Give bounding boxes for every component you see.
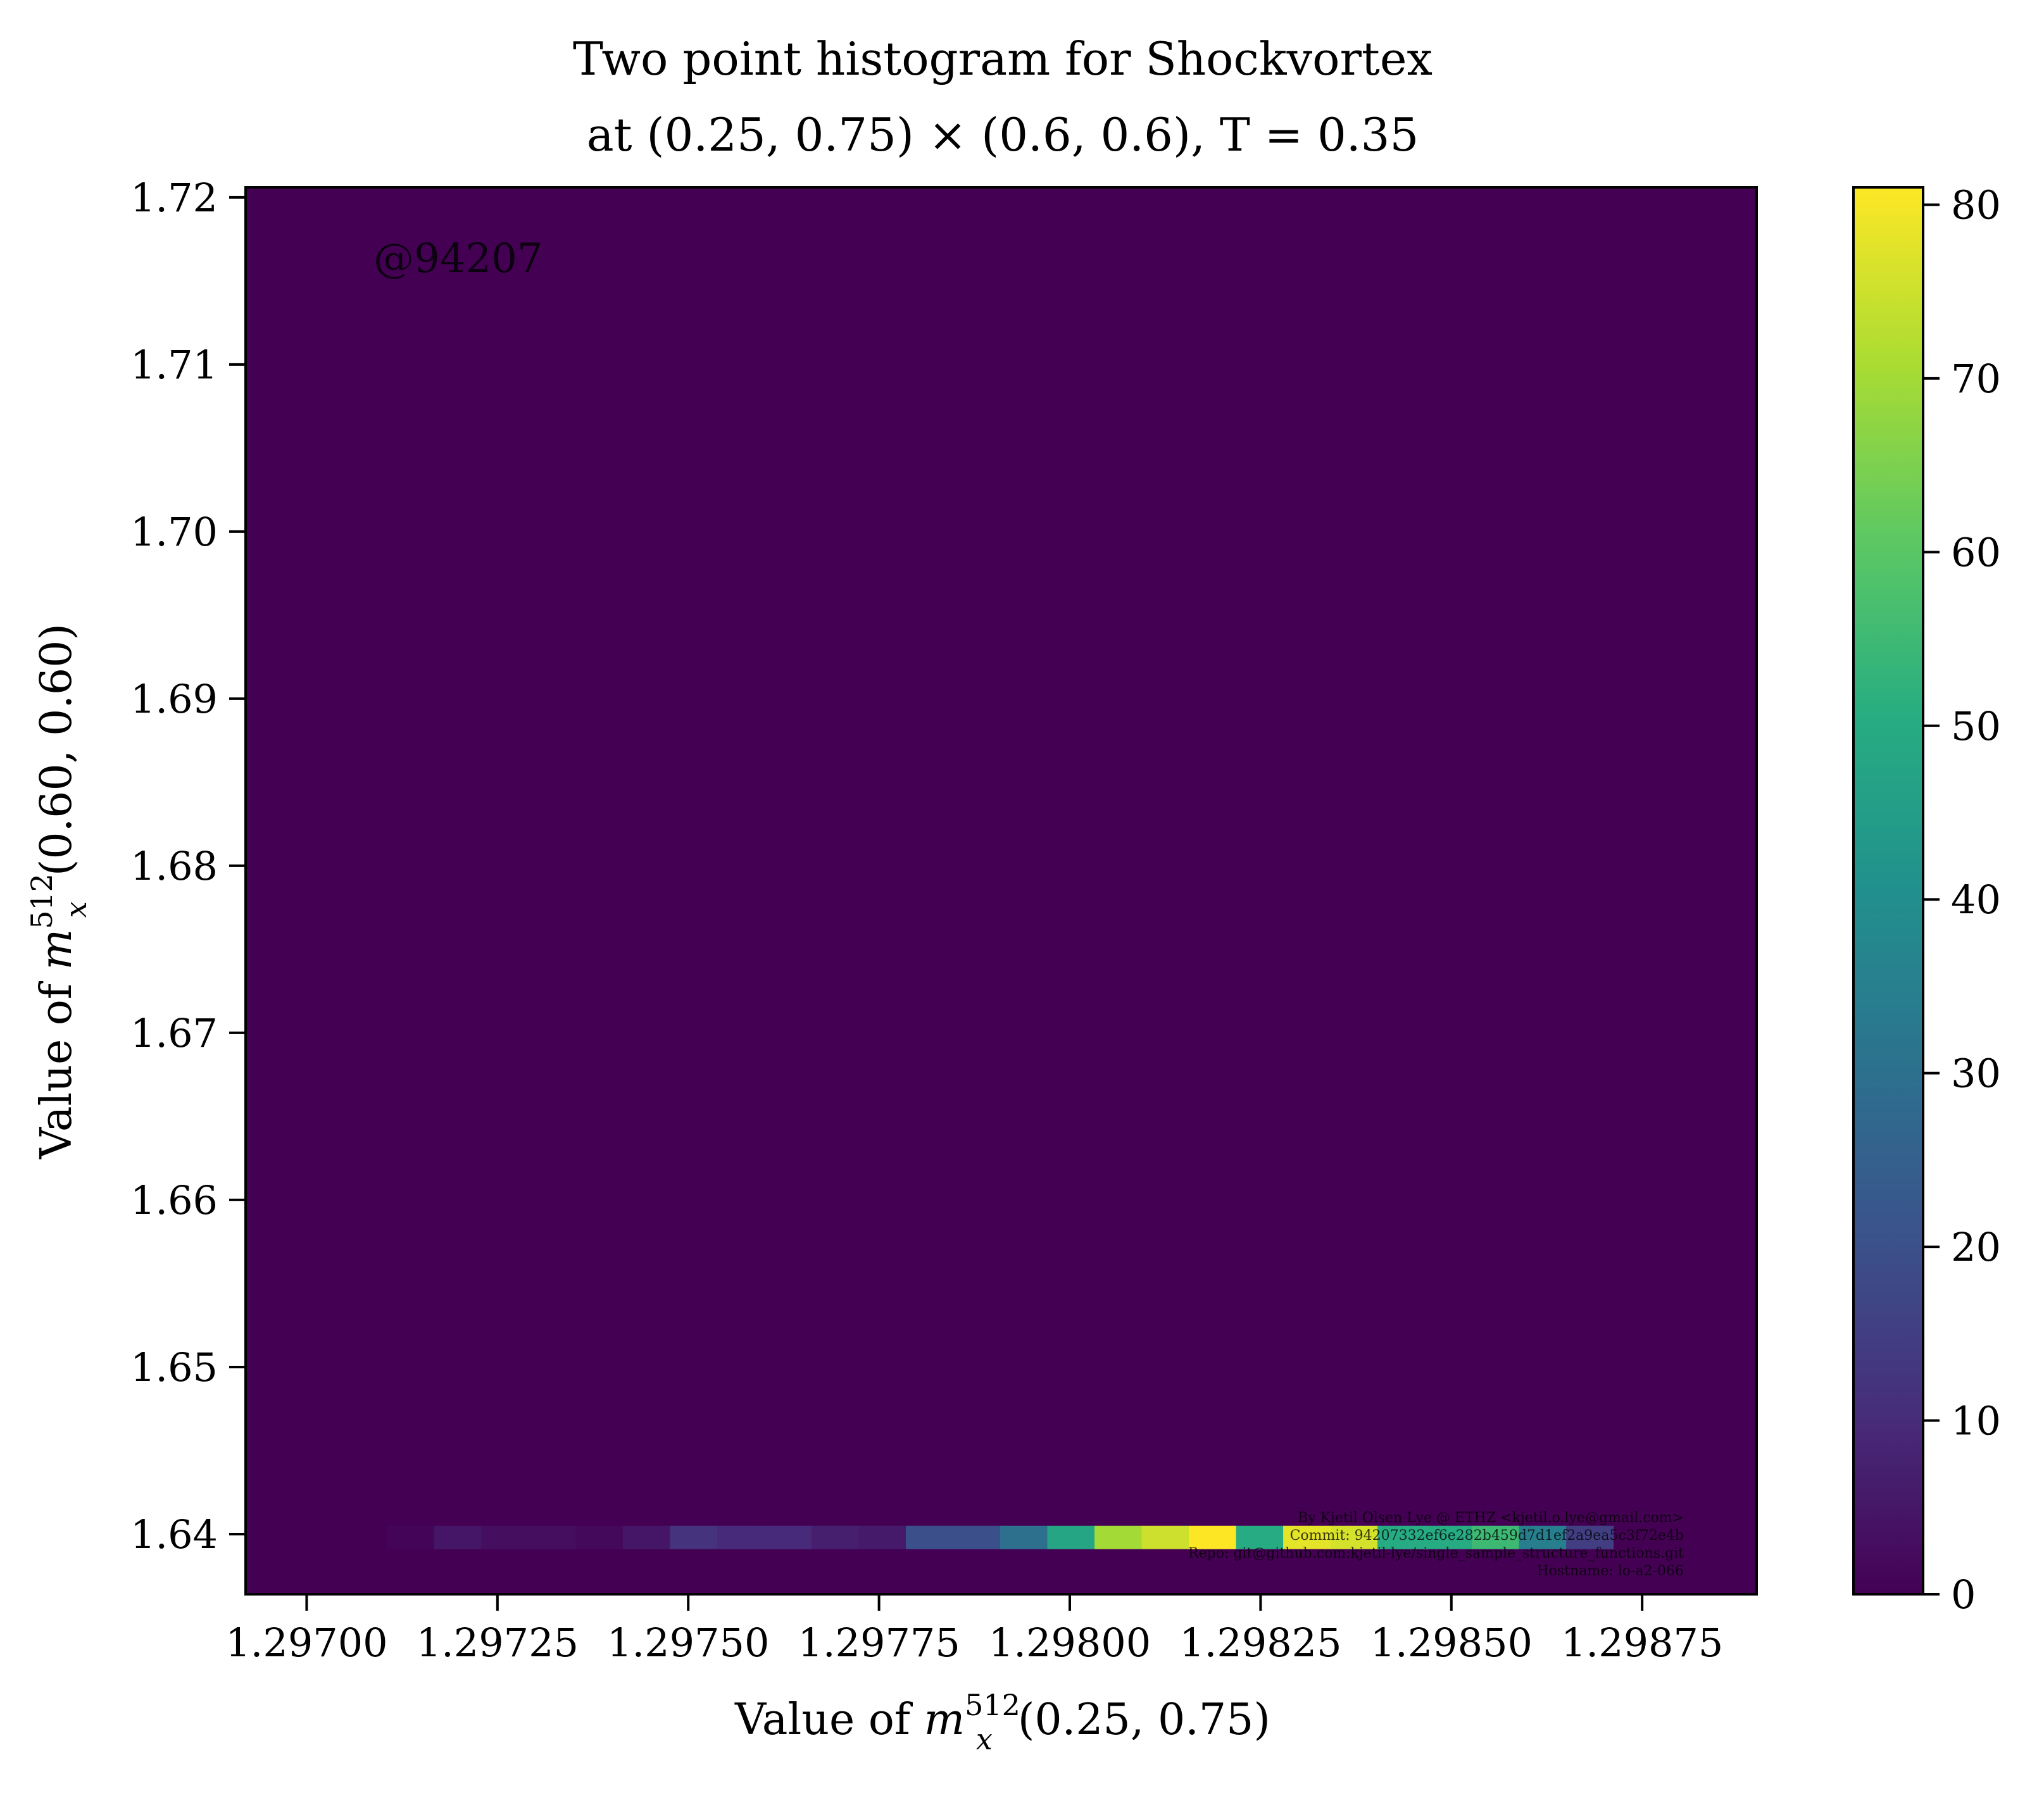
heatmap-cell bbox=[1236, 1525, 1284, 1549]
x-tick-label: 1.29775 bbox=[798, 1620, 960, 1666]
footer-line: Hostname: lo-a2-066 bbox=[1537, 1563, 1684, 1579]
y-tick-label: 1.70 bbox=[130, 509, 218, 555]
colorbar-tick-label: 70 bbox=[1951, 356, 2001, 402]
heatmap-cell bbox=[906, 1525, 954, 1549]
x-tick-label: 1.29725 bbox=[417, 1620, 579, 1666]
heatmap-cell bbox=[340, 1525, 388, 1549]
colorbar-tick-label: 10 bbox=[1951, 1398, 2001, 1444]
heatmap-cell bbox=[434, 1525, 482, 1549]
y-tick-label: 1.64 bbox=[130, 1511, 218, 1558]
heatmap-cell bbox=[953, 1525, 1001, 1549]
colorbar-tick-label: 40 bbox=[1951, 877, 2001, 923]
x-tick-label: 1.29875 bbox=[1561, 1620, 1723, 1666]
heatmap-cell bbox=[858, 1525, 906, 1549]
x-tick-label: 1.29825 bbox=[1179, 1620, 1341, 1666]
heatmap-cell bbox=[246, 1525, 294, 1549]
colorbar-tick-label: 50 bbox=[1951, 703, 2001, 749]
heatmap-cell bbox=[1000, 1525, 1048, 1549]
colorbar-tick-label: 60 bbox=[1951, 529, 2001, 575]
x-tick-label: 1.29750 bbox=[607, 1620, 769, 1666]
heatmap-cell bbox=[1094, 1525, 1143, 1549]
heatmap-cell bbox=[529, 1525, 577, 1549]
x-tick-label: 1.29700 bbox=[225, 1620, 387, 1666]
heatmap-cell bbox=[1189, 1525, 1237, 1549]
colorbar-tick-label: 80 bbox=[1951, 182, 2001, 228]
heatmap-cell bbox=[812, 1525, 860, 1549]
heatmap-cell bbox=[1283, 1525, 1331, 1549]
plot-frame bbox=[244, 186, 1758, 1596]
heatmap-background bbox=[246, 187, 1757, 1594]
heatmap-cell bbox=[1141, 1525, 1189, 1549]
x-axis-label: Value of m512 x (0.25, 0.75) bbox=[734, 1688, 1270, 1756]
y-tick-label: 1.67 bbox=[130, 1010, 218, 1056]
colorbar-axis: 0 10 20 30 40 50 60 70 80 bbox=[1923, 182, 2001, 1618]
watermark-id: @94207 bbox=[373, 235, 543, 282]
chart-title-line-2: at (0.25, 0.75) × (0.6, 0.6), T = 0.35 bbox=[587, 108, 1419, 161]
heatmap-cell bbox=[1472, 1525, 1520, 1549]
heatmap-cell bbox=[575, 1525, 624, 1549]
heatmap-cell bbox=[1377, 1525, 1426, 1549]
colorbar-tick-label: 0 bbox=[1951, 1571, 1976, 1618]
x-tick-label: 1.29800 bbox=[989, 1620, 1151, 1666]
heatmap-cell bbox=[1330, 1525, 1378, 1549]
heatmap-cell bbox=[717, 1525, 765, 1549]
heatmap-cells bbox=[246, 1525, 1614, 1549]
heatmap-cell bbox=[1566, 1525, 1614, 1549]
y-tick-label: 1.68 bbox=[130, 843, 218, 889]
y-tick-label: 1.72 bbox=[130, 175, 218, 221]
heatmap-cell bbox=[623, 1525, 671, 1549]
footer-line: Repo: git@github.com:kjetil-lye/single_s… bbox=[1188, 1546, 1684, 1561]
y-tick-label: 1.69 bbox=[130, 676, 218, 722]
y-tick-label: 1.66 bbox=[130, 1177, 218, 1223]
chart-title-line-1: Two point histogram for Shockvortex bbox=[573, 32, 1433, 85]
heatmap-cell bbox=[1424, 1525, 1472, 1549]
footer-annotation: By Kjetil Olsen Lye @ ETHZ <kjetil.o.lye… bbox=[1188, 1510, 1684, 1579]
colorbar-tick-label: 20 bbox=[1951, 1224, 2001, 1270]
heatmap-cell bbox=[1519, 1525, 1567, 1549]
footer-line: By Kjetil Olsen Lye @ ETHZ <kjetil.o.lye… bbox=[1298, 1510, 1684, 1526]
y-tick-label: 1.71 bbox=[130, 342, 218, 388]
x-axis: 1.29700 1.29725 1.29750 1.29775 1.29800 1.298… bbox=[225, 1594, 1723, 1666]
heatmap-cell bbox=[387, 1525, 435, 1549]
heatmap-cell bbox=[670, 1525, 718, 1549]
y-tick-label: 1.65 bbox=[130, 1344, 218, 1390]
heatmap-cell bbox=[481, 1525, 529, 1549]
heatmap-cell bbox=[292, 1525, 341, 1549]
y-axis: 1.64 1.65 1.66 1.67 1.68 1.69 1.70 1.71 1.72 bbox=[130, 175, 246, 1558]
heatmap-cell bbox=[764, 1525, 812, 1549]
colorbar bbox=[1852, 186, 1924, 1596]
y-axis-label: Value of m512x(0.60, 0.60) bbox=[25, 623, 93, 1159]
heatmap-cell bbox=[1047, 1525, 1095, 1549]
colorbar-tick-label: 30 bbox=[1951, 1051, 2001, 1097]
footer-line: Commit: 94207332ef6e282b459d7d1ef2a9ea5c… bbox=[1290, 1528, 1684, 1544]
heatmap-plot-area: @94207 By Kjetil Olsen Lye @ ETHZ <kjeti… bbox=[244, 186, 1758, 1596]
x-tick-label: 1.29850 bbox=[1370, 1620, 1533, 1666]
